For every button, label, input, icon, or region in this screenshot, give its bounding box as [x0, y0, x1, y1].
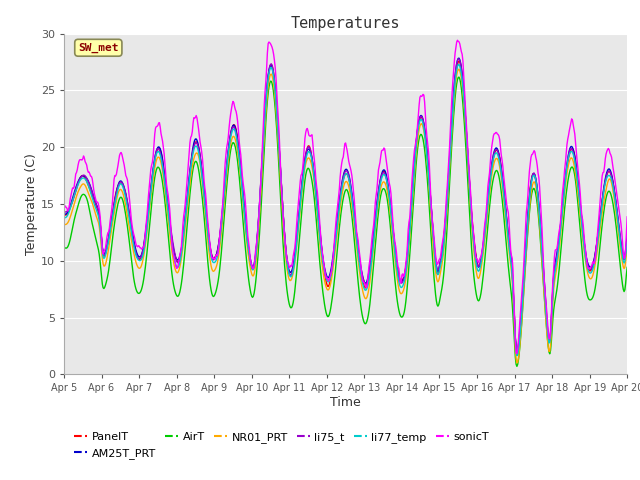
li75_t [513, 348, 521, 354]
NR01_PRT [184, 202, 191, 207]
Line: PanelT: PanelT [64, 61, 627, 352]
NR01_PRT [513, 360, 521, 366]
sonicT [513, 351, 521, 357]
li75_t [392, 251, 399, 257]
AM25T_PRT [447, 126, 455, 132]
AM25T_PRT [455, 55, 463, 61]
AirT [337, 211, 345, 216]
sonicT [208, 255, 216, 261]
Title: Temperatures: Temperatures [291, 16, 401, 31]
AirT [623, 264, 631, 270]
AirT [184, 217, 191, 223]
NR01_PRT [337, 199, 345, 205]
li75_t [184, 191, 191, 197]
sonicT [454, 37, 461, 43]
li75_t [337, 187, 345, 193]
AirT [208, 291, 216, 297]
sonicT [573, 158, 581, 164]
li77_temp [184, 193, 191, 199]
PanelT [573, 173, 581, 179]
Line: sonicT: sonicT [64, 40, 627, 354]
NR01_PRT [447, 139, 455, 144]
AM25T_PRT [513, 348, 521, 354]
AirT [60, 245, 68, 251]
li77_temp [513, 353, 521, 359]
NR01_PRT [455, 66, 463, 72]
NR01_PRT [208, 266, 216, 272]
PanelT [623, 239, 631, 245]
NR01_PRT [623, 246, 631, 252]
Legend: PanelT, AM25T_PRT, AirT, NR01_PRT, li75_t, li77_temp, sonicT: PanelT, AM25T_PRT, AirT, NR01_PRT, li75_… [70, 428, 493, 463]
li77_temp [455, 61, 463, 67]
AirT [455, 74, 463, 80]
AM25T_PRT [623, 234, 631, 240]
li77_temp [447, 132, 455, 137]
li75_t [447, 128, 455, 134]
li75_t [455, 56, 463, 62]
PanelT [337, 190, 345, 195]
Y-axis label: Temperature (C): Temperature (C) [25, 153, 38, 255]
PanelT [513, 349, 521, 355]
X-axis label: Time: Time [330, 396, 361, 409]
AM25T_PRT [573, 170, 581, 176]
AM25T_PRT [337, 187, 345, 192]
PanelT [392, 252, 399, 258]
Line: AirT: AirT [64, 77, 627, 366]
li75_t [573, 174, 581, 180]
sonicT [60, 202, 68, 207]
PanelT [60, 212, 68, 218]
li77_temp [60, 215, 68, 221]
Line: AM25T_PRT: AM25T_PRT [64, 58, 627, 351]
AirT [392, 285, 399, 290]
sonicT [623, 214, 631, 220]
AirT [447, 151, 455, 157]
li75_t [623, 236, 631, 242]
PanelT [455, 58, 463, 64]
li77_temp [623, 240, 631, 245]
AM25T_PRT [60, 212, 68, 217]
li77_temp [392, 256, 399, 262]
PanelT [184, 193, 191, 199]
NR01_PRT [392, 263, 399, 269]
sonicT [392, 243, 399, 249]
li77_temp [337, 192, 345, 198]
NR01_PRT [573, 183, 581, 189]
li75_t [208, 254, 216, 260]
AirT [513, 363, 521, 369]
AM25T_PRT [392, 252, 399, 258]
AM25T_PRT [208, 253, 216, 259]
li75_t [60, 209, 68, 215]
Line: NR01_PRT: NR01_PRT [64, 69, 627, 363]
Line: li77_temp: li77_temp [64, 64, 627, 356]
NR01_PRT [60, 222, 68, 228]
AirT [573, 192, 581, 198]
li77_temp [208, 257, 216, 263]
Text: SW_met: SW_met [78, 43, 118, 53]
PanelT [447, 132, 455, 138]
AM25T_PRT [184, 190, 191, 195]
li77_temp [573, 175, 581, 181]
sonicT [447, 108, 455, 114]
sonicT [337, 167, 345, 172]
Line: li75_t: li75_t [64, 59, 627, 351]
sonicT [184, 171, 191, 177]
PanelT [208, 252, 216, 258]
